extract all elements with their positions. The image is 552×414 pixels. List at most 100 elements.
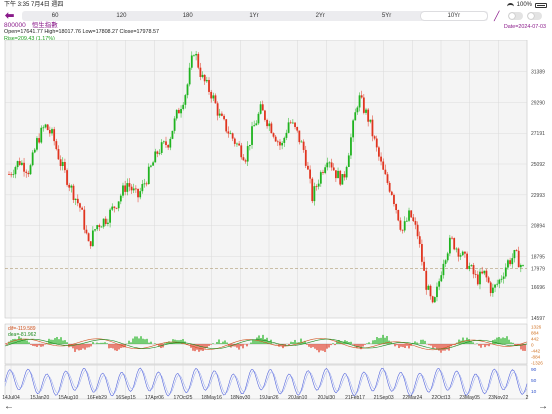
x-tick-label: 14Jul04 [2, 395, 20, 401]
candle-body [268, 123, 271, 127]
candle-body [205, 79, 208, 82]
candle-body [158, 152, 161, 154]
candle-body [341, 174, 344, 185]
battery-icon [535, 2, 547, 8]
toggle-switch-2[interactable] [527, 12, 542, 20]
candle-body [522, 264, 524, 266]
x-tick-label: 18Nov30 [230, 395, 250, 401]
x-tick-label: 23Nov22 [488, 395, 508, 401]
candle-body [483, 270, 486, 274]
rise-text: Rise=209.43 (1.17%) [4, 35, 55, 42]
candle-body [468, 265, 471, 269]
macd-tick-label: -884 [531, 355, 541, 360]
candle-body [221, 113, 223, 116]
status-right: 100% [506, 0, 547, 10]
y-tick-label: 14597 [531, 316, 545, 322]
candle-body [36, 138, 38, 150]
x-tick-label: 20Jan10 [288, 395, 307, 401]
candle-body [442, 263, 445, 276]
candle-body [334, 170, 337, 179]
x-tick-label: 16Sep15 [116, 395, 136, 401]
candle-body [236, 143, 238, 145]
period-tab-180[interactable]: 180 [182, 13, 193, 19]
candle-body [298, 130, 301, 143]
back-arrow-icon[interactable]: ⬅ [5, 10, 15, 22]
candle-body [511, 258, 514, 265]
macd-tick-label: -1326 [531, 361, 543, 366]
candle-body [279, 141, 281, 146]
candle-body [94, 229, 96, 231]
candle-body [347, 155, 350, 167]
candle-body [51, 129, 53, 134]
candle-body [405, 220, 408, 222]
candle-body [10, 174, 13, 176]
period-tab-10yr[interactable]: 10Yr [420, 12, 487, 20]
candle-body [315, 186, 318, 188]
period-tab-60[interactable]: 60 [51, 13, 59, 19]
candle-body [513, 250, 516, 259]
x-tick-label: 17Apr06 [145, 395, 164, 401]
scroll-left-arrow-icon[interactable]: ← [4, 401, 14, 412]
scroll-right-arrow-icon[interactable]: → [538, 401, 548, 412]
candle-body [429, 285, 432, 297]
candle-body [455, 248, 458, 250]
ohlc-text: Open=17641.77 High=18017.76 Low=17808.27… [4, 29, 159, 36]
candle-body [27, 172, 30, 175]
period-tab-5yr[interactable]: 5Yr [381, 13, 392, 19]
candle-body [517, 250, 520, 268]
candle-body [296, 126, 299, 131]
candle-body [72, 185, 75, 200]
candle-body [373, 136, 376, 139]
candle-body [197, 53, 200, 68]
candle-body [115, 207, 118, 209]
candle-body [502, 276, 505, 279]
candle-body [479, 271, 481, 285]
candle-body [401, 229, 404, 231]
candle-body [384, 169, 387, 175]
y-tick-label: 25092 [531, 162, 545, 168]
candle-body [25, 171, 28, 173]
period-tab-2yr[interactable]: 2Yr [315, 13, 325, 19]
candle-body [57, 149, 60, 160]
candle-body [152, 162, 154, 166]
candle-body [145, 183, 148, 185]
y-tick-label: 31389 [531, 70, 545, 76]
candle-body [304, 149, 307, 166]
candle-body [18, 161, 21, 165]
candle-body [223, 115, 225, 120]
candle-body [203, 74, 206, 82]
candle-body [427, 285, 430, 290]
candle-body [188, 67, 191, 85]
candle-body [266, 119, 268, 127]
pen-icon[interactable]: ╱ [494, 11, 500, 21]
macd-tick-label: -442 [531, 349, 541, 354]
candle-body [180, 109, 182, 114]
macd-dea-label: dea=-81.962 [8, 332, 36, 338]
status-time: 下午 3:35 7月4日 週四 [4, 2, 64, 8]
candle-body [470, 265, 473, 266]
candle-body [309, 169, 311, 179]
macd-tick-label: 884 [531, 331, 539, 336]
period-tab-120[interactable]: 120 [116, 13, 127, 19]
candle-body [139, 191, 142, 198]
period-tab-1yr[interactable]: 1Yr [249, 13, 259, 19]
candle-body [322, 172, 324, 173]
candlestick-chart[interactable]: 31389 29290 27191 25092 22993 20894 18795 17979… [0, 40, 552, 402]
candle-body [274, 136, 277, 142]
candle-body [313, 186, 316, 202]
candle-body [461, 251, 464, 256]
candle-body [257, 113, 260, 124]
candle-body [418, 236, 421, 245]
candle-body [246, 146, 249, 162]
candle-body [317, 183, 320, 187]
candle-body [238, 143, 241, 146]
candle-body [326, 162, 329, 168]
candle-body [270, 123, 273, 134]
candle-body [378, 147, 380, 157]
candle-body [255, 123, 258, 126]
candle-body [38, 138, 41, 143]
candle-body [350, 137, 352, 156]
toggle-switch-1[interactable] [508, 12, 523, 20]
candle-body [382, 161, 385, 170]
period-selector: 60 120 180 1Yr 2Yr 5Yr 10Yr [22, 11, 488, 21]
